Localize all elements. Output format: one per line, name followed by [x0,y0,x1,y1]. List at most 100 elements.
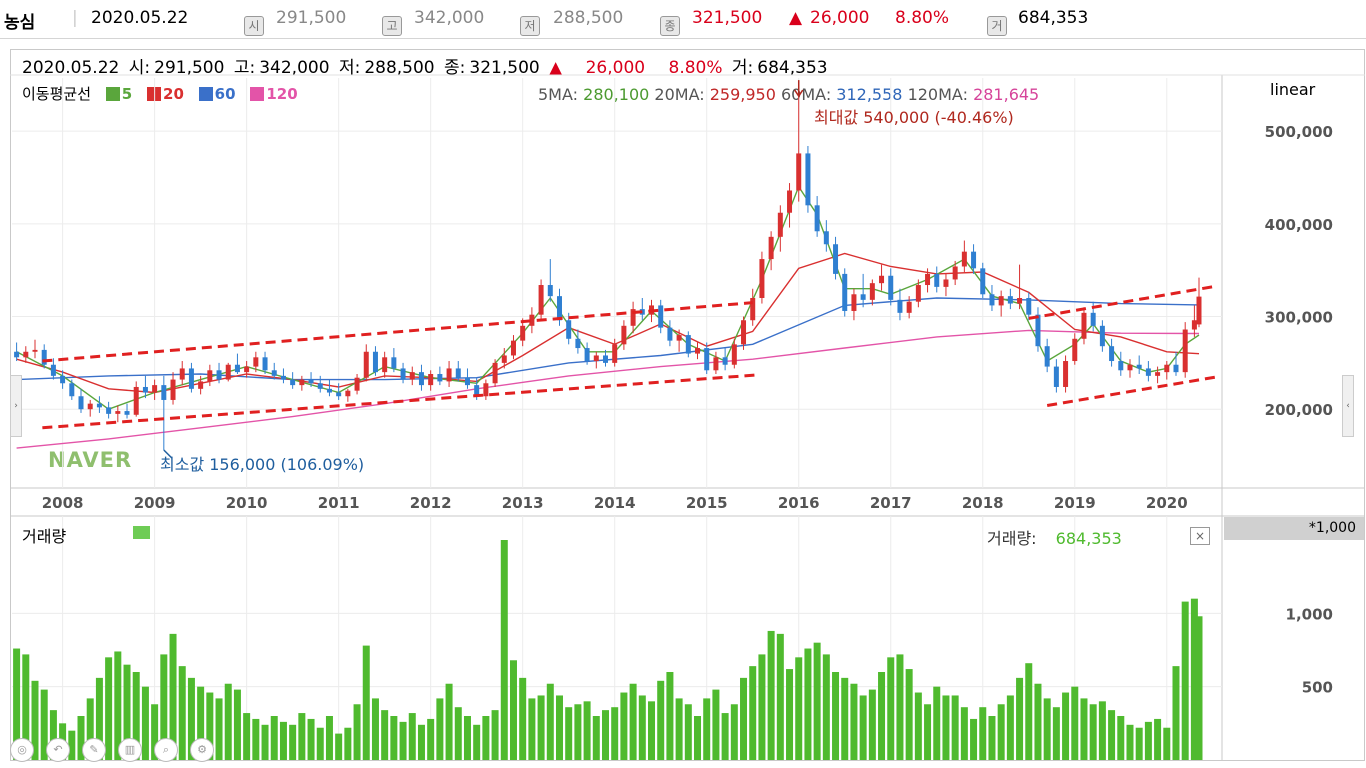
volume-bar [252,718,260,760]
ma120-label[interactable]: 120 [266,85,298,103]
ma5-value: 280,100 [583,85,650,104]
ma120-swatch[interactable] [250,87,265,101]
candle-body [750,298,756,321]
reset-icon[interactable]: ◎ [10,738,34,762]
candle-body [989,294,995,306]
candle-body [547,285,553,297]
volume-close-icon[interactable]: × [1190,527,1210,545]
candle-body [87,403,93,410]
header-change: 26,000 [810,8,870,28]
volume-bar [942,695,950,760]
volume-bar [187,677,195,760]
info-close-label: 종: [444,58,466,78]
volume-bar [997,704,1005,760]
ma20-swatch[interactable] [147,87,162,101]
candle-body [612,344,618,363]
stock-name: 농심 [4,13,36,33]
candle-body [23,351,29,358]
candle-body [1109,346,1115,362]
candle-body [253,357,259,367]
volume-multiplier: *1,000 [1224,517,1364,540]
left-scroll-handle[interactable]: › [10,375,22,437]
header-high: 342,000 [414,8,485,28]
ma5-label[interactable]: 5 [121,85,133,103]
candle-body [658,305,664,328]
candle-body [888,275,894,300]
volume-bar [721,713,729,760]
candle-body [299,379,305,386]
info-up-arrow-icon: ▲ [549,58,563,78]
candle-body [354,377,360,391]
volume-bar [638,695,646,760]
candle-body [152,385,158,393]
candle-body [906,301,912,313]
candle-body [78,396,84,410]
right-scroll-handle[interactable]: ‹ [1342,375,1354,437]
volume-bar [905,669,913,760]
candle-body [372,351,378,373]
candle-body [971,251,977,269]
price-gridlines [12,78,1222,760]
candle-body [630,309,636,326]
scale-mode-toggle[interactable]: linear [1270,80,1316,99]
candle-body [1072,338,1078,362]
volume-bar [509,660,517,760]
volume-bar [914,692,922,760]
candle-body [474,385,480,397]
candle-body [1053,366,1059,387]
y-tick-label: 500,000 [1265,123,1333,141]
volume-bar [105,657,113,760]
ma60-value-label: 60MA: [780,85,832,104]
candle-body [1090,312,1096,326]
back-icon[interactable]: ↶ [46,738,70,762]
candle-body [188,368,194,389]
trend-line [1028,284,1218,320]
volume-bar [77,716,85,760]
volume-bar [813,642,821,760]
volume-bar [629,683,637,760]
candle-body [1196,296,1202,325]
volume-bar [49,710,57,760]
ma60-swatch[interactable] [198,87,213,101]
candle-body [106,407,112,414]
min-annotation: 최소값 156,000 (106.09%) [160,455,365,474]
ma120-value: 281,645 [973,85,1040,104]
delete-icon[interactable]: ▥ [118,738,142,762]
volume-bar [270,716,278,760]
volume-bar [408,713,416,760]
volume-bar [261,724,269,760]
x-tick-label: 2011 [318,494,360,512]
ma20-label[interactable]: 20 [163,85,184,103]
candle-body [805,153,811,206]
volume-bar [758,654,766,760]
volume-bar [703,698,711,760]
volume-bar [381,710,389,760]
volume-bar [850,683,858,760]
header-date: 2020.05.22 [91,8,189,28]
candle-body [1136,364,1142,369]
x-tick-label: 2017 [870,494,912,512]
settings-icon[interactable]: ⚙ [190,738,214,762]
ma60-line [16,297,1200,381]
candle-body [437,374,443,382]
ma5-swatch[interactable] [105,87,120,101]
ma120-value-label: 120MA: [907,85,968,104]
candle-body [308,379,314,384]
volume-bar [804,648,812,760]
ma-values: 5MA: 280,100 20MA: 259,950 60MA: 312,558… [538,85,1039,104]
ma60-label[interactable]: 60 [214,85,236,103]
candle-body [556,296,562,321]
zoom-icon[interactable]: ⌕ [154,738,178,762]
candle-body [925,273,931,286]
volume-bar [197,686,205,760]
volume-bar [675,698,683,760]
quote-header: 농심 | 2020.05.22 시 291,500 고 342,000 저 28… [0,0,1366,39]
volume-bar [160,654,168,760]
candle-body [115,411,121,414]
draw-icon[interactable]: ✎ [82,738,106,762]
candle-body [768,236,774,260]
candle-body [1044,346,1050,367]
candle-body [1182,329,1188,373]
volume-bar [1190,598,1198,760]
volume-bar [832,672,840,760]
